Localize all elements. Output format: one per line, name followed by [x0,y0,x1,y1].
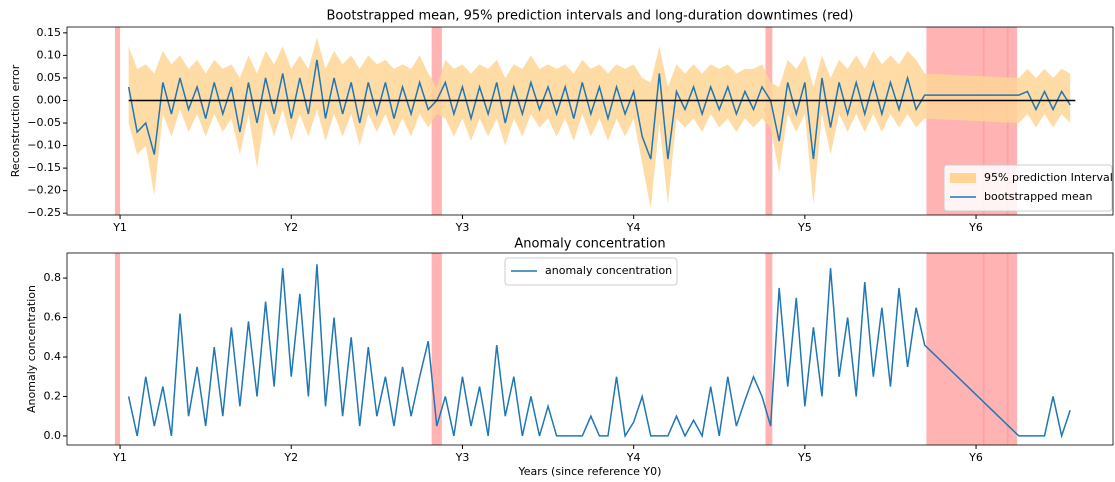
y-tick-label: −0.10 [27,139,61,152]
y-tick-label: 0.10 [37,48,62,61]
x-axis-label: Years (since reference Y0) [518,465,662,478]
y-tick-label: 0.6 [44,311,62,324]
legend: 95% prediction Interval bootstrapped mean [943,164,1113,212]
x-tick-label: Y4 [626,221,641,234]
y-tick-label: 0.0 [44,429,62,442]
series-line [127,59,1071,160]
y-tick-label: 0.15 [37,26,62,39]
downtime-span [431,253,442,445]
y-tick-label: −0.20 [27,184,61,197]
y-tick-label: −0.25 [27,206,61,219]
downtime-span [114,27,121,215]
y-tick-label: 0.2 [44,389,62,402]
chart-title: Anomaly concentration [514,237,665,252]
plot-area [114,27,1076,215]
y-tick-label: 0.00 [37,93,62,106]
x-tick-label: Y2 [283,221,298,234]
y-tick-label: 0.05 [37,71,62,84]
y-tick-label: −0.15 [27,161,61,174]
downtime-span [114,253,121,445]
plot-area [114,253,1071,445]
axes-frame [66,252,1114,446]
legend-box [504,257,678,286]
x-tick-label: Y6 [968,451,983,464]
y-tick-label: 0.8 [44,271,62,284]
downtime-span [431,27,442,215]
prediction-band [128,37,1071,209]
legend-box [943,164,1113,212]
legend-swatch [950,173,976,183]
x-tick-label: Y2 [283,451,298,464]
y-axis-label: Reconstruction error [9,64,22,177]
x-tick-label: Y4 [626,451,641,464]
chart-title: Bootstrapped mean, 95% prediction interv… [327,9,854,24]
x-tick-label: Y1 [112,451,127,464]
x-tick-label: Y3 [455,451,470,464]
x-tick-label: Y5 [797,221,812,234]
y-tick-label: 0.4 [44,350,62,363]
downtime-span [1006,253,1009,445]
y-tick-label: −0.05 [27,116,61,129]
legend-label: bootstrapped mean [984,190,1092,203]
downtime-span [765,253,773,445]
x-tick-label: Y6 [968,221,983,234]
y-axis-label: Anomaly concentration [25,285,38,413]
x-tick-label: Y5 [797,451,812,464]
axes-frame [66,26,1114,216]
legend-label: 95% prediction Interval [984,171,1113,184]
legend-label: anomaly concentration [545,264,672,277]
downtime-span [926,253,1018,445]
series-line [127,264,1071,439]
x-tick-label: Y1 [112,221,127,234]
downtime-span [982,253,985,445]
x-tick-label: Y3 [455,221,470,234]
legend: anomaly concentration [504,257,678,286]
